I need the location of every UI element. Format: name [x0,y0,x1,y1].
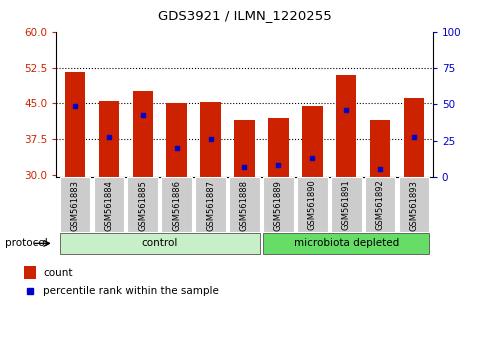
Text: GSM561883: GSM561883 [70,180,79,231]
Bar [398,177,428,232]
Bar [60,177,90,232]
Bar [268,118,288,177]
Bar [297,177,327,232]
Text: GDS3921 / ILMN_1220255: GDS3921 / ILMN_1220255 [157,9,331,22]
Text: GSM561884: GSM561884 [104,180,113,230]
Text: GSM561890: GSM561890 [307,180,316,230]
Text: count: count [43,268,73,278]
Text: GSM561891: GSM561891 [341,180,350,230]
Bar [64,72,85,177]
Text: control: control [141,238,178,248]
Bar [132,91,153,177]
Text: GSM561888: GSM561888 [240,180,248,231]
Bar [335,75,356,177]
Bar [24,266,36,280]
Bar [200,102,220,177]
Bar [263,233,428,254]
Text: GSM561885: GSM561885 [138,180,147,230]
Bar [403,98,424,177]
Bar [234,120,254,177]
Text: GSM561887: GSM561887 [205,180,215,231]
Text: GSM561886: GSM561886 [172,180,181,231]
Bar [166,103,186,177]
Bar [127,177,158,232]
Bar [195,177,225,232]
Bar [60,233,259,254]
Text: protocol: protocol [5,238,47,249]
Bar [229,177,259,232]
Text: percentile rank within the sample: percentile rank within the sample [43,286,219,296]
Bar [263,177,293,232]
Text: GSM561893: GSM561893 [409,180,418,230]
Text: microbiota depleted: microbiota depleted [293,238,398,248]
Text: GSM561892: GSM561892 [375,180,384,230]
Bar [93,177,124,232]
Bar [330,177,361,232]
Text: GSM561889: GSM561889 [273,180,283,230]
Bar [302,105,322,177]
Bar [161,177,191,232]
Bar [369,120,389,177]
Bar [364,177,395,232]
Bar [99,101,119,177]
